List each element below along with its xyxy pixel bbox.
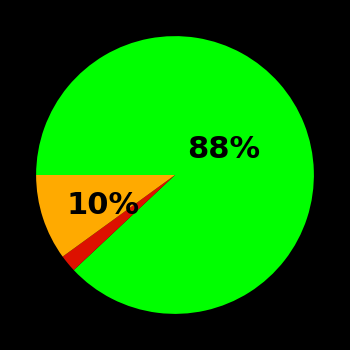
Wedge shape bbox=[36, 36, 314, 314]
Text: 10%: 10% bbox=[66, 191, 139, 220]
Wedge shape bbox=[63, 175, 175, 270]
Wedge shape bbox=[36, 175, 175, 257]
Text: 88%: 88% bbox=[187, 135, 260, 164]
